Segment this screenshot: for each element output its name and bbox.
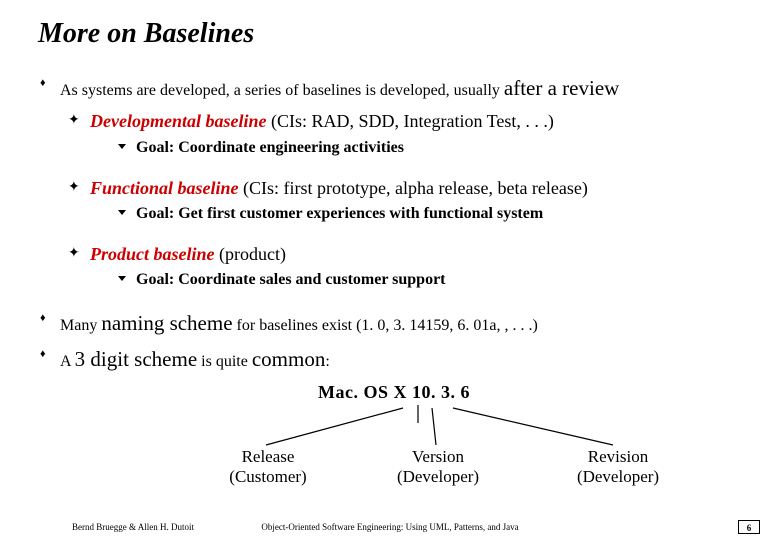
example-version: Mac. OS X 10. 3. 6 [38, 382, 750, 403]
text: (CIs: RAD, SDD, Integration Test, . . .) [266, 111, 553, 131]
page-title: More on Baselines [38, 18, 750, 50]
text-red: Product baseline [90, 244, 215, 264]
bullet-prod-baseline: Product baseline (product) [68, 243, 750, 266]
text: A [60, 353, 75, 370]
footer-page: 6 [738, 520, 760, 534]
bullet-dev-baseline: Developmental baseline (CIs: RAD, SDD, I… [68, 110, 750, 133]
bullet-3digit: A 3 digit scheme is quite common: [38, 345, 750, 373]
bullet-func-goal: Goal: Get first customer experiences wit… [118, 204, 750, 225]
text: (CIs: first prototype, alpha release, be… [239, 178, 588, 198]
text-sub: (Developer) [553, 467, 683, 487]
text-red: Functional baseline [90, 178, 239, 198]
text: for baselines exist (1. 0, 3. 14159, 6. … [233, 317, 538, 334]
text-sub: (Developer) [373, 467, 503, 487]
text: Version [373, 447, 503, 467]
text-emph: after a review [504, 76, 619, 100]
text-emph: 3 digit scheme [75, 347, 197, 371]
footer-title: Object-Oriented Software Engineering: Us… [0, 522, 780, 532]
bullet-func-baseline: Functional baseline (CIs: first prototyp… [68, 177, 750, 200]
text: Many [60, 317, 101, 334]
bullet-dev-goal: Goal: Coordinate engineering activities [118, 138, 750, 159]
bullet-naming: Many naming scheme for baselines exist (… [38, 309, 750, 337]
text: Release [203, 447, 333, 467]
text-emph: naming scheme [101, 311, 232, 335]
bullet-prod-goal: Goal: Coordinate sales and customer supp… [118, 270, 750, 291]
label-release: Release (Customer) [203, 447, 333, 488]
text: (product) [215, 244, 286, 264]
text-red: Developmental baseline [90, 111, 266, 131]
text: Revision [553, 447, 683, 467]
text: is quite [197, 353, 252, 370]
text-sub: (Customer) [203, 467, 333, 487]
footer: Bernd Bruegge & Allen H. Dutoit Object-O… [0, 514, 780, 532]
text-emph: common [252, 347, 326, 371]
label-version: Version (Developer) [373, 447, 503, 488]
text: : [325, 353, 329, 370]
label-revision: Revision (Developer) [553, 447, 683, 488]
text: As systems are developed, a series of ba… [60, 82, 504, 99]
bullet-systems: As systems are developed, a series of ba… [38, 74, 750, 102]
version-diagram: Release (Customer) Version (Developer) R… [38, 405, 750, 515]
